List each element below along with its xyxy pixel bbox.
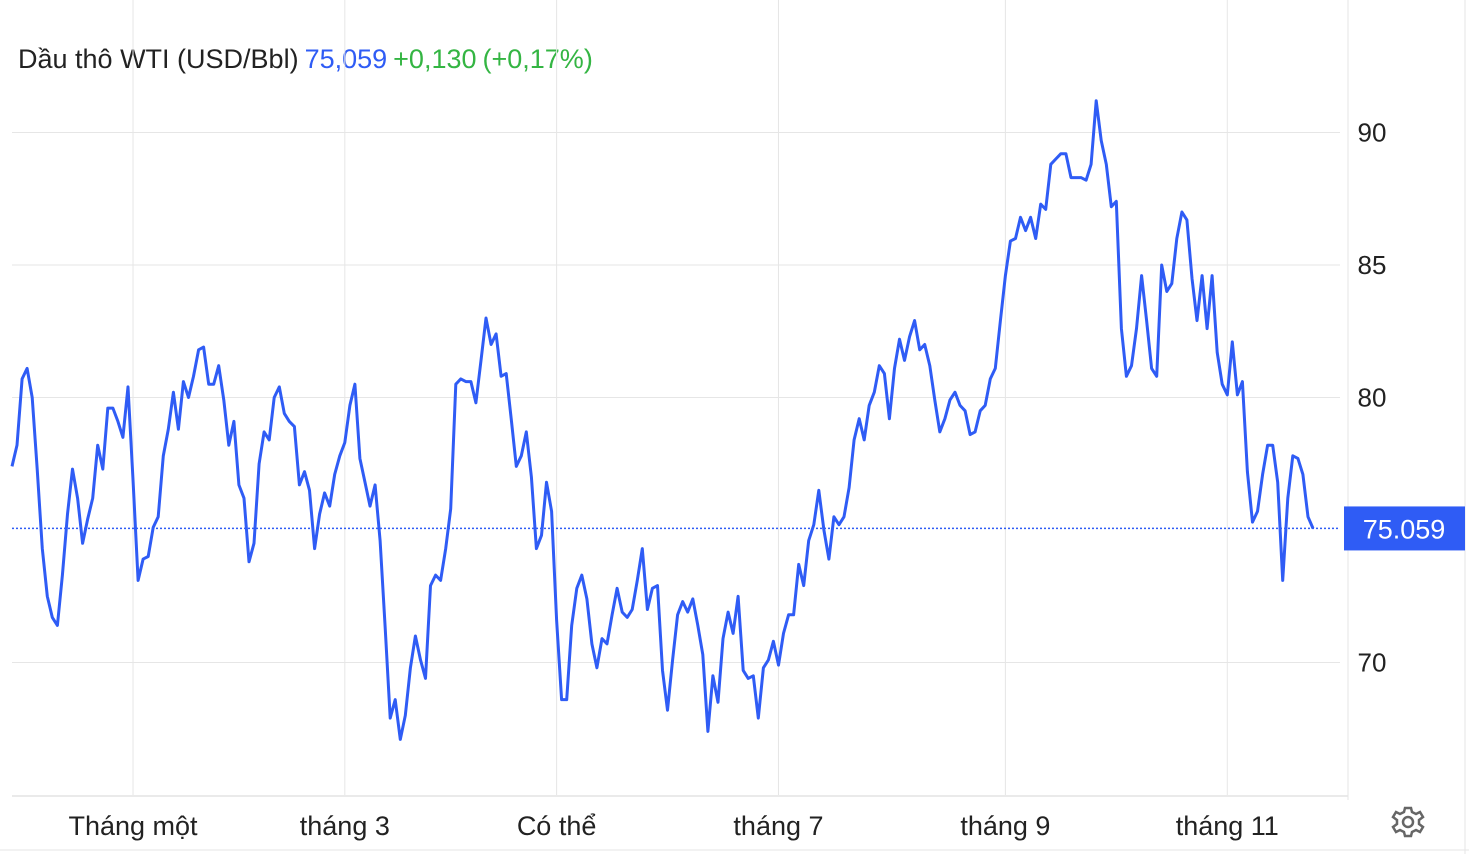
y-tick-label: 85 bbox=[1358, 250, 1387, 280]
change-text: +0,130 bbox=[393, 44, 477, 74]
y-tick-label: 80 bbox=[1358, 383, 1387, 413]
change-pct-text: (+0,17%) bbox=[482, 44, 593, 74]
price-line bbox=[10, 99, 1315, 741]
settings-gear[interactable] bbox=[1391, 806, 1425, 838]
y-tick-label: 90 bbox=[1358, 118, 1387, 148]
last-price-label: 75.059 bbox=[1363, 514, 1446, 544]
x-tick-label: tháng 11 bbox=[1176, 811, 1279, 841]
chart-header: Dầu thô WTI (USD/Bbl) 75,059 +0,130 (+0,17%… bbox=[18, 44, 599, 75]
x-tick-label: Có thể bbox=[517, 811, 597, 841]
y-tick-label: 70 bbox=[1358, 648, 1387, 678]
grid bbox=[12, 0, 1340, 795]
x-tick-label: tháng 3 bbox=[300, 811, 390, 841]
x-tick-label: tháng 7 bbox=[733, 811, 823, 841]
chart-title: Dầu thô WTI (USD/Bbl) bbox=[18, 44, 299, 74]
price-text: 75,059 bbox=[304, 44, 388, 74]
last-price-box bbox=[1344, 506, 1465, 551]
x-tick-label: tháng 9 bbox=[960, 811, 1050, 841]
x-tick-label: Tháng một bbox=[68, 811, 198, 841]
